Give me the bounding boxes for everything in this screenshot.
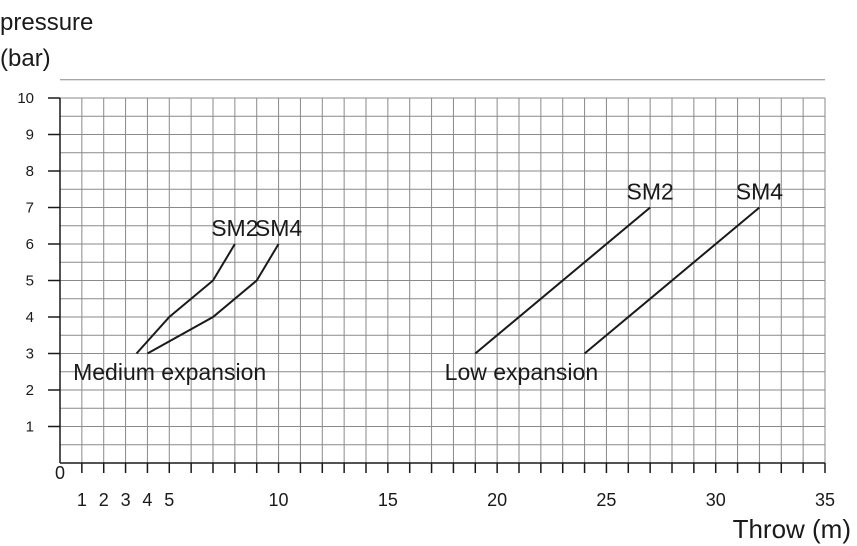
x-tick-label-2: 2 xyxy=(99,490,109,510)
y-tick-label-9: 9 xyxy=(26,127,34,144)
x-tick-label-15: 15 xyxy=(378,490,398,510)
x-tick-label-10: 10 xyxy=(269,490,289,510)
series-lines xyxy=(135,206,761,355)
series-line-medium-sm4 xyxy=(146,243,280,355)
x-tick-label-35: 35 xyxy=(815,490,835,510)
y-axis-label-line2: (bar) xyxy=(0,45,51,72)
y-tick-label-1: 1 xyxy=(26,419,34,436)
series-label-medium-sm2: SM2 xyxy=(211,215,258,241)
series-label-low-sm4: SM4 xyxy=(736,179,784,205)
annotation-medium-expansion: Medium expansion xyxy=(73,359,266,385)
axes xyxy=(48,97,826,473)
y-tick-label-0: 0 xyxy=(55,463,65,483)
series-line-low-sm2 xyxy=(474,206,651,355)
grid xyxy=(60,79,826,463)
y-tick-label-2: 2 xyxy=(26,382,34,399)
x-tick-label-4: 4 xyxy=(142,490,152,510)
y-tick-label-10: 10 xyxy=(17,90,34,107)
x-tick-label-1: 1 xyxy=(77,490,87,510)
x-axis-label: Throw (m) xyxy=(733,514,851,544)
y-tick-label-5: 5 xyxy=(26,273,34,290)
series-line-low-sm4 xyxy=(583,206,761,355)
annotations: Medium expansion Low expansion xyxy=(73,359,598,385)
series-label-low-sm2: SM2 xyxy=(626,179,673,205)
y-tick-label-8: 8 xyxy=(26,163,34,180)
y-tick-label-4: 4 xyxy=(26,309,34,326)
x-tick-label-5: 5 xyxy=(164,490,174,510)
y-tick-label-3: 3 xyxy=(26,346,34,363)
x-tick-label-3: 3 xyxy=(121,490,131,510)
x-tick-label-30: 30 xyxy=(706,490,726,510)
series-label-medium-sm4: SM4 xyxy=(255,215,303,241)
x-tick-label-20: 20 xyxy=(487,490,507,510)
series-line-medium-sm2 xyxy=(135,243,236,355)
x-tick-label-25: 25 xyxy=(596,490,616,510)
y-tick-label-7: 7 xyxy=(26,200,34,217)
y-tick-label-6: 6 xyxy=(26,236,34,253)
y-axis-label-line1: pressure xyxy=(0,9,93,36)
annotation-low-expansion: Low expansion xyxy=(445,359,598,385)
